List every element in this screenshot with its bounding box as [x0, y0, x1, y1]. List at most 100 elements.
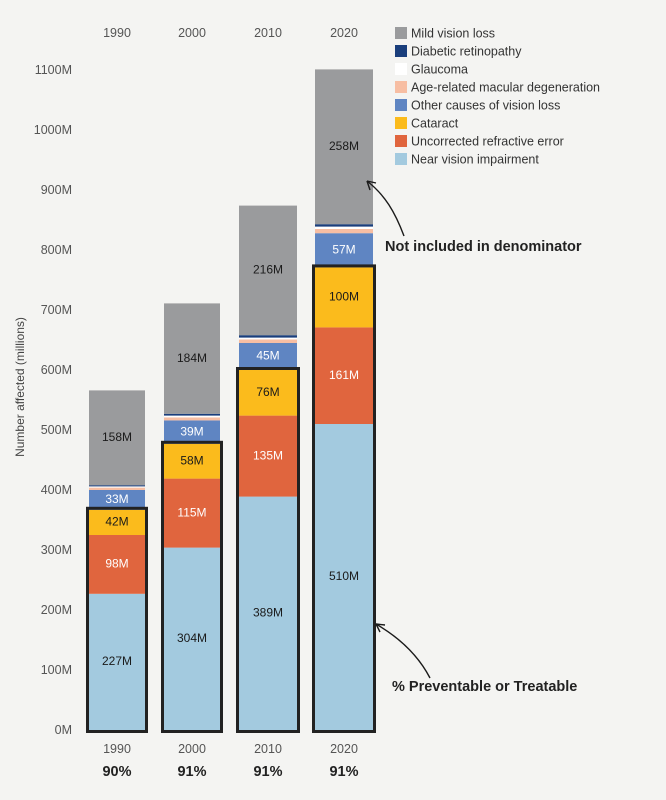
bar-segment — [315, 229, 373, 234]
bar-segment — [315, 327, 373, 424]
bar-value-label: 158M — [102, 430, 132, 444]
bar-segment — [164, 547, 220, 730]
x-tick-label: 2000 — [178, 742, 206, 756]
bar-segment — [164, 415, 220, 418]
bar-group-1990: 227M 98M 42M 33M 158M — [86, 390, 148, 733]
x-tick-label-top: 2010 — [254, 26, 282, 40]
preventable-box — [236, 367, 300, 733]
legend-label: Uncorrected refractive error — [411, 135, 564, 149]
y-axis: 0M 100M 200M 300M 400M 500M 600M 700M 800M 900M 10… — [34, 63, 72, 737]
bar-value-label: 389M — [253, 605, 283, 619]
bar-segment — [164, 303, 220, 414]
bar-segment — [239, 337, 297, 340]
bar-value-label: 33M — [105, 492, 128, 506]
legend-label: Cataract — [411, 117, 459, 131]
bar-value-label: 135M — [253, 448, 283, 462]
legend-label: Diabetic retinopathy — [411, 45, 522, 59]
bar-segment — [89, 535, 145, 594]
annotation-excluded: Not included in denominator — [385, 239, 582, 255]
percent-label: 91% — [253, 764, 282, 780]
bar-segment — [239, 339, 297, 343]
bar-segment — [315, 224, 373, 227]
legend-swatch — [395, 63, 407, 75]
bar-segment — [239, 343, 297, 370]
bar-value-label: 161M — [329, 368, 359, 382]
bar-value-label: 100M — [329, 290, 359, 304]
x-tick-label: 2020 — [330, 742, 358, 756]
bar-group-2000: 304M 115M 58M 39M 184M — [161, 303, 223, 733]
y-tick-label: 700M — [41, 303, 72, 317]
y-tick-label: 100M — [41, 663, 72, 677]
bar-value-label: 42M — [105, 515, 128, 529]
percent-label: 90% — [102, 764, 131, 780]
annotation-arrow-excluded — [366, 180, 405, 237]
bar-segment — [315, 69, 373, 225]
legend-label: Glaucoma — [411, 63, 468, 77]
bars: 227M 98M 42M 33M 158M 304M 115M 58M 39M 184M 389M 1… — [86, 69, 376, 733]
bar-segment — [239, 205, 297, 336]
legend-swatch — [395, 45, 407, 57]
preventable-box — [161, 440, 223, 733]
percent-label: 91% — [329, 764, 358, 780]
annotation-arrow-preventable — [375, 623, 431, 679]
bar-value-label: 304M — [177, 631, 207, 645]
percent-row: 90% 91% 91% 91% — [102, 764, 358, 780]
bar-value-label: 184M — [177, 351, 207, 365]
bar-segment — [239, 370, 297, 416]
bar-segment — [89, 509, 145, 535]
y-tick-label: 800M — [41, 243, 72, 257]
bar-segment — [239, 415, 297, 497]
bar-value-label: 45M — [256, 349, 279, 363]
y-tick-label: 900M — [41, 183, 72, 197]
bar-group-2020: 510M 161M 100M 57M 258M — [312, 69, 376, 733]
percent-label: 91% — [177, 764, 206, 780]
legend-swatch — [395, 81, 407, 93]
y-tick-label: 200M — [41, 603, 72, 617]
legend-label: Near vision impairment — [411, 153, 539, 167]
bar-segment — [89, 490, 145, 510]
y-tick-label: 500M — [41, 423, 72, 437]
bar-segment — [164, 478, 220, 548]
y-axis-label: Number affected (millions) — [13, 317, 27, 457]
y-tick-label: 1000M — [34, 123, 72, 137]
x-tick-label-top: 1990 — [103, 26, 131, 40]
legend-label: Age-related macular degeneration — [411, 81, 600, 95]
legend-swatch — [395, 135, 407, 147]
legend-swatch — [395, 153, 407, 165]
bar-segment — [89, 485, 145, 487]
annotation-preventable: % Preventable or Treatable — [392, 679, 577, 695]
bar-value-label: 39M — [180, 424, 203, 438]
x-tick-label-top: 2000 — [178, 26, 206, 40]
bar-segment — [315, 267, 373, 328]
bar-segment — [164, 443, 220, 479]
bar-value-label: 76M — [256, 385, 279, 399]
legend-swatch — [395, 99, 407, 111]
legend-label: Other causes of vision loss — [411, 99, 560, 113]
x-tick-label: 1990 — [103, 742, 131, 756]
bar-segment — [239, 335, 297, 338]
bar-segment — [164, 413, 220, 416]
bar-value-label: 98M — [105, 557, 128, 571]
bar-segment — [89, 486, 145, 488]
bar-segment — [89, 593, 145, 730]
legend-swatch — [395, 117, 407, 129]
bar-value-label: 510M — [329, 569, 359, 583]
bar-segment — [239, 496, 297, 730]
bar-value-label: 57M — [332, 242, 355, 256]
bar-value-label: 227M — [102, 654, 132, 668]
bar-segment — [89, 390, 145, 486]
legend-swatch — [395, 27, 407, 39]
x-axis-top: 1990 2000 2010 2020 — [103, 26, 358, 40]
bar-segment — [89, 487, 145, 490]
bar-value-label: 58M — [180, 453, 203, 467]
bar-value-label: 258M — [329, 139, 359, 153]
bar-value-label: 216M — [253, 263, 283, 277]
legend-label: Mild vision loss — [411, 27, 495, 41]
y-tick-label: 600M — [41, 363, 72, 377]
bar-segment — [164, 420, 220, 444]
y-tick-label: 0M — [55, 723, 72, 737]
y-tick-label: 400M — [41, 483, 72, 497]
y-tick-label: 1100M — [35, 63, 72, 77]
bar-value-label: 115M — [177, 505, 206, 519]
